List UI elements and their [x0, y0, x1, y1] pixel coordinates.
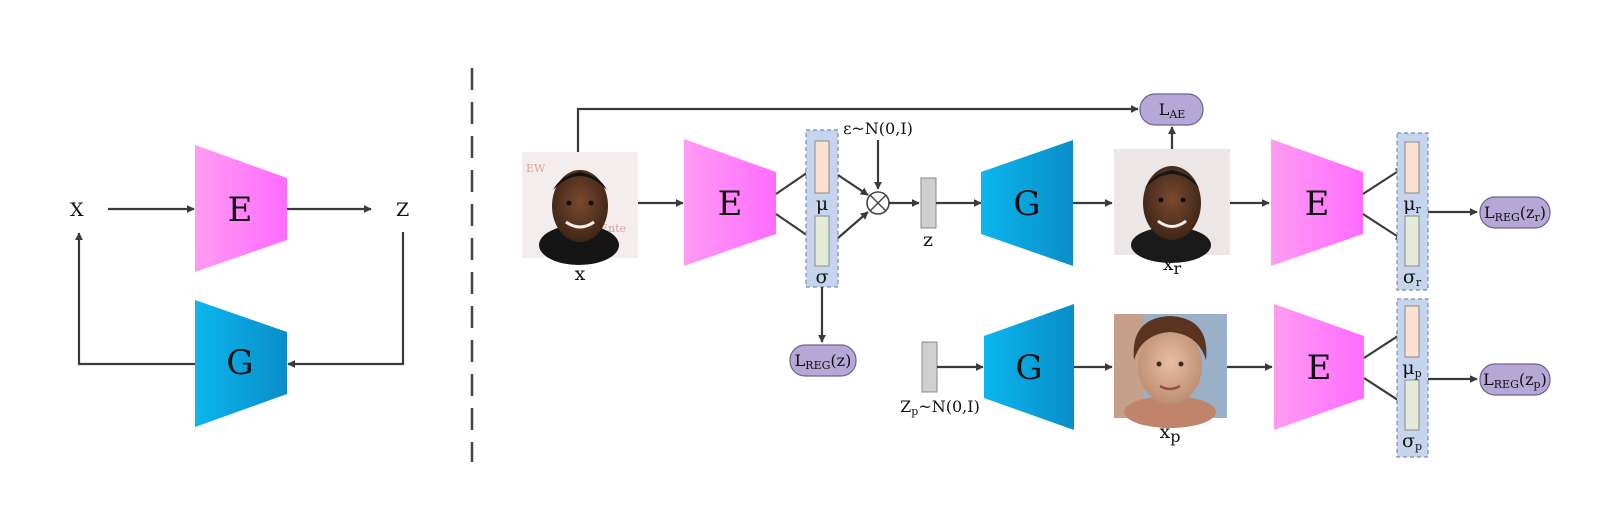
multiply-circle-icon [866, 191, 890, 215]
mu-p-bar [1404, 305, 1420, 358]
loss-reg-z-pill: LREG(z) [789, 344, 857, 377]
encoder3-label: E [1307, 348, 1332, 388]
svg-text:EW: EW [526, 162, 546, 175]
svg-text:LREG(zp): LREG(zp) [1483, 370, 1547, 391]
left-generator-block [195, 300, 287, 427]
recon-label: xr [1163, 253, 1182, 278]
noise-label: ε~N(0,I) [843, 119, 913, 138]
left-encoder-block [195, 145, 287, 272]
arrow-z-to-generator [287, 232, 405, 368]
sigma-r-label: σr [1403, 266, 1422, 289]
mu-label: μ [816, 193, 828, 215]
left-encoder-label: E [228, 190, 253, 230]
mu-bar [814, 140, 830, 194]
z-bar [920, 177, 937, 229]
arrow-encoder2-to-mu-r [1362, 167, 1404, 195]
generator-block [981, 140, 1073, 266]
sigma-p-label: σp [1402, 430, 1422, 453]
loss-ae-pill: LAE [1139, 93, 1204, 126]
sample-label: xp [1160, 421, 1181, 446]
sigma-label: σ [816, 266, 829, 288]
left-z-label: Z [396, 199, 409, 221]
encoder2-block [1271, 139, 1363, 266]
sigma-r-bar [1404, 215, 1420, 267]
sample-face-image [1114, 314, 1227, 428]
loss-reg-zp-pill: LREG(zp) [1479, 363, 1551, 396]
encoder2-label: E [1305, 184, 1330, 224]
generator2-label: G [1015, 348, 1042, 388]
z-label: z [923, 229, 933, 251]
sigma-p-bar [1404, 379, 1420, 431]
encoder-label: E [718, 184, 743, 224]
left-x-label: X [70, 199, 84, 221]
generator-label: G [1013, 184, 1040, 224]
prior-label: Zp~N(0,I) [900, 397, 980, 418]
generator2-block [984, 304, 1074, 430]
arrow-mu-to-multiply [837, 174, 869, 196]
svg-text:LAE: LAE [1159, 100, 1186, 121]
encoder-block [684, 139, 776, 266]
svg-text:LREG(zr): LREG(zr) [1484, 203, 1546, 224]
sigma-bar [814, 215, 830, 267]
mu-r-bar [1404, 141, 1420, 194]
loss-reg-zr-pill: LREG(zr) [1479, 196, 1551, 229]
mu-p-label: μp [1402, 357, 1421, 380]
arrow-sigma-to-multiply [837, 211, 869, 239]
arrow-generator-to-x [75, 232, 195, 366]
zp-bar [921, 341, 938, 393]
arrow-input-to-loss-ae [576, 105, 1139, 152]
arrow-encoder2-to-sigma-r [1362, 213, 1404, 241]
left-generator-label: G [226, 343, 253, 383]
encoder3-block [1274, 304, 1364, 430]
input-label: x [575, 263, 586, 285]
svg-text:LREG(z): LREG(z) [795, 351, 852, 372]
mu-r-label: μr [1403, 193, 1421, 216]
recon-face-image [1114, 149, 1230, 263]
input-face-image: EW Ente [522, 152, 638, 265]
